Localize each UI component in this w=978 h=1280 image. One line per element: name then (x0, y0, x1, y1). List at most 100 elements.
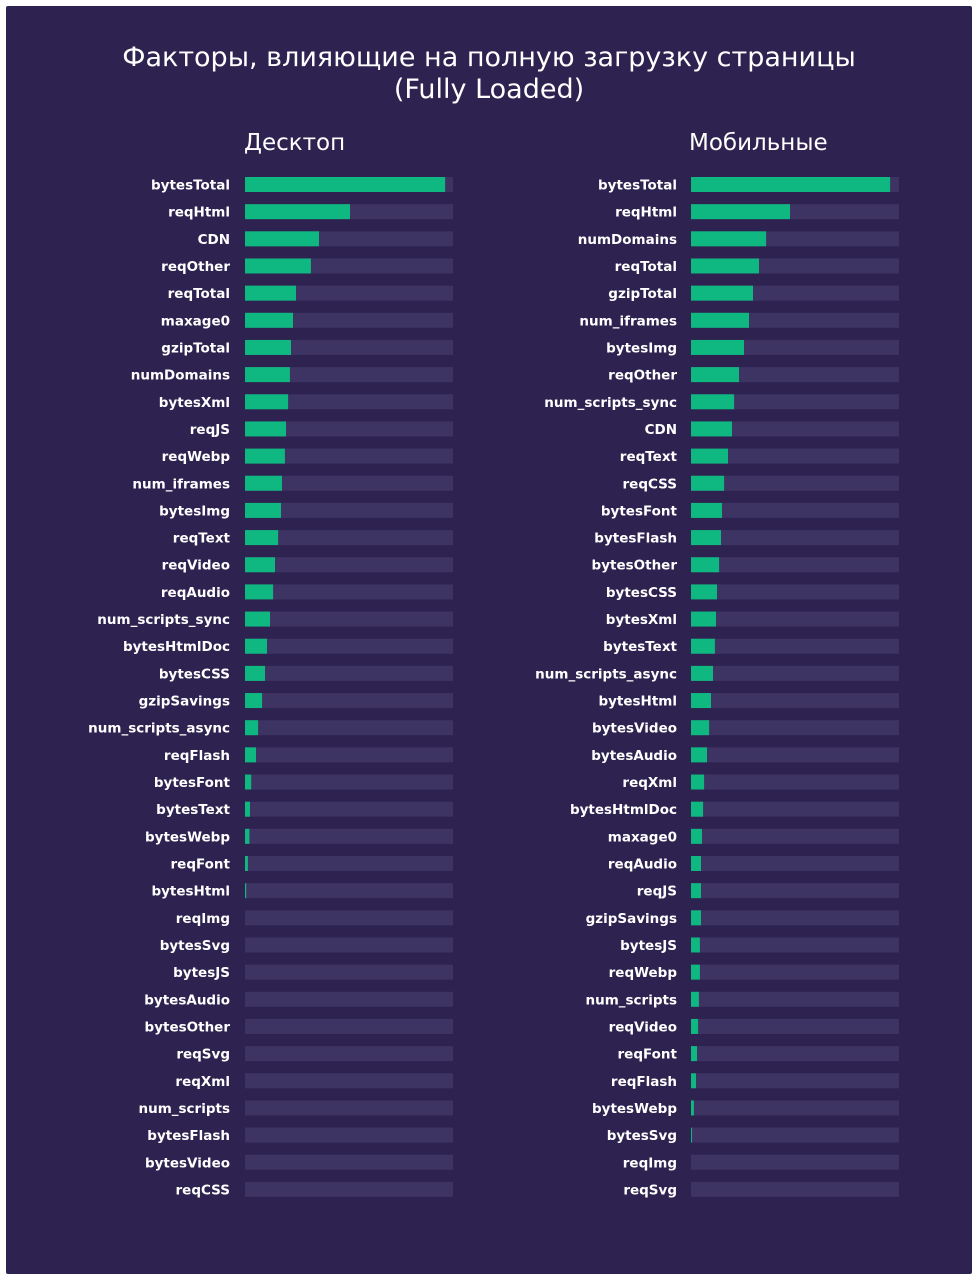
mobile-bar-track (691, 1018, 899, 1034)
desktop-bar-track (245, 693, 453, 709)
mobile-category-label: bytesJS (620, 938, 677, 954)
mobile-bar-track (691, 693, 899, 709)
mobile-category-label: reqXml (622, 775, 677, 791)
mobile-bar (691, 638, 715, 654)
mobile-bar-track (691, 856, 899, 871)
desktop-category-label: gzipTotal (161, 340, 230, 356)
desktop-category-label: reqText (173, 531, 231, 547)
mobile-bar-track (691, 421, 899, 437)
mobile-bar-track (691, 910, 899, 926)
mobile-bar (691, 557, 720, 573)
desktop-bar (245, 312, 293, 328)
mobile-bar-track (691, 747, 899, 763)
desktop-bar-track (245, 557, 453, 573)
chart-subtitle: (Fully Loaded) (393, 74, 585, 105)
desktop-bar-track (245, 937, 453, 953)
desktop-category-label: bytesVideo (145, 1155, 230, 1171)
mobile-bar (691, 828, 702, 844)
desktop-bar-track (245, 828, 453, 844)
desktop-category-label: bytesImg (159, 503, 230, 519)
desktop-bar (245, 828, 250, 844)
desktop-bar (245, 394, 289, 410)
desktop-bar (245, 475, 282, 491)
mobile-bar-track (691, 828, 899, 844)
mobile-category-label: bytesCSS (606, 585, 677, 601)
mobile-bar-track (691, 1127, 899, 1143)
desktop-bar (245, 720, 259, 736)
desktop-category-label: num_iframes (132, 476, 230, 492)
desktop-chart-title: Десктоп (244, 130, 346, 156)
mobile-bar (691, 502, 722, 518)
desktop-bar-track (245, 1181, 453, 1197)
desktop-bar (245, 856, 248, 871)
desktop-bar (245, 801, 250, 817)
desktop-category-label: num_scripts_async (88, 721, 230, 737)
desktop-category-label: reqXml (175, 1074, 230, 1090)
mobile-category-label: bytesOther (592, 558, 678, 574)
mobile-bar (691, 258, 759, 274)
desktop-bar (245, 258, 311, 274)
desktop-category-label: reqOther (161, 259, 230, 275)
mobile-bar (691, 720, 710, 736)
mobile-bar (691, 339, 744, 355)
mobile-category-label: bytesHtml (598, 694, 677, 710)
mobile-bar-track (691, 964, 899, 980)
mobile-category-label: reqFlash (611, 1074, 677, 1090)
mobile-category-label: bytesVideo (592, 721, 677, 737)
desktop-category-label: bytesHtml (151, 884, 230, 900)
desktop-category-label: bytesAudio (144, 992, 230, 1008)
desktop-bar (245, 367, 290, 383)
mobile-category-label: bytesTotal (598, 178, 677, 194)
mobile-bar (691, 937, 700, 953)
mobile-bar-track (691, 991, 899, 1007)
desktop-bar-track (245, 1127, 453, 1143)
desktop-bar-track (245, 1046, 453, 1062)
desktop-bar-track (245, 421, 453, 437)
mobile-bar-track (691, 1046, 899, 1062)
mobile-bar-track (691, 557, 899, 573)
mobile-bar-track (691, 530, 899, 546)
mobile-bar (691, 665, 713, 681)
desktop-category-label: bytesTotal (151, 178, 230, 194)
mobile-category-label: reqWebp (609, 965, 678, 981)
desktop-bar (245, 693, 263, 709)
mobile-bar (691, 883, 701, 899)
desktop-category-label: bytesFlash (147, 1128, 230, 1144)
mobile-category-label: bytesImg (606, 340, 677, 356)
desktop-bar-track (245, 312, 453, 328)
mobile-bar (691, 584, 717, 600)
desktop-bar (245, 584, 274, 600)
desktop-bar (245, 557, 275, 573)
desktop-category-label: reqTotal (168, 286, 230, 302)
desktop-bar (245, 611, 270, 627)
mobile-category-label: reqHtml (615, 205, 677, 221)
mobile-bar (691, 1100, 694, 1116)
desktop-bar-track (245, 720, 453, 736)
desktop-category-label: maxage0 (161, 313, 230, 329)
desktop-bar-track (245, 665, 453, 681)
mobile-bar-track (691, 502, 899, 518)
mobile-bar (691, 285, 753, 301)
desktop-category-label: bytesText (156, 802, 230, 818)
desktop-category-label: bytesFont (154, 775, 231, 791)
mobile-category-label: bytesAudio (591, 748, 677, 764)
desktop-category-label: bytesJS (173, 965, 230, 981)
desktop-category-label: reqVideo (162, 558, 230, 574)
desktop-category-label: CDN (198, 232, 230, 248)
mobile-category-label: reqText (620, 449, 678, 465)
mobile-bar (691, 312, 749, 328)
desktop-bar-track (245, 747, 453, 763)
mobile-bar-track (691, 394, 899, 410)
desktop-bar (245, 665, 265, 681)
mobile-category-label: bytesWebp (592, 1101, 677, 1117)
mobile-bar-track (691, 665, 899, 681)
mobile-bar (691, 1018, 699, 1034)
mobile-category-label: reqSvg (623, 1182, 677, 1198)
mobile-bar (691, 231, 767, 247)
mobile-bar (691, 856, 701, 871)
desktop-bar (245, 285, 296, 301)
mobile-bar-track (691, 448, 899, 464)
mobile-bar-track (691, 937, 899, 953)
